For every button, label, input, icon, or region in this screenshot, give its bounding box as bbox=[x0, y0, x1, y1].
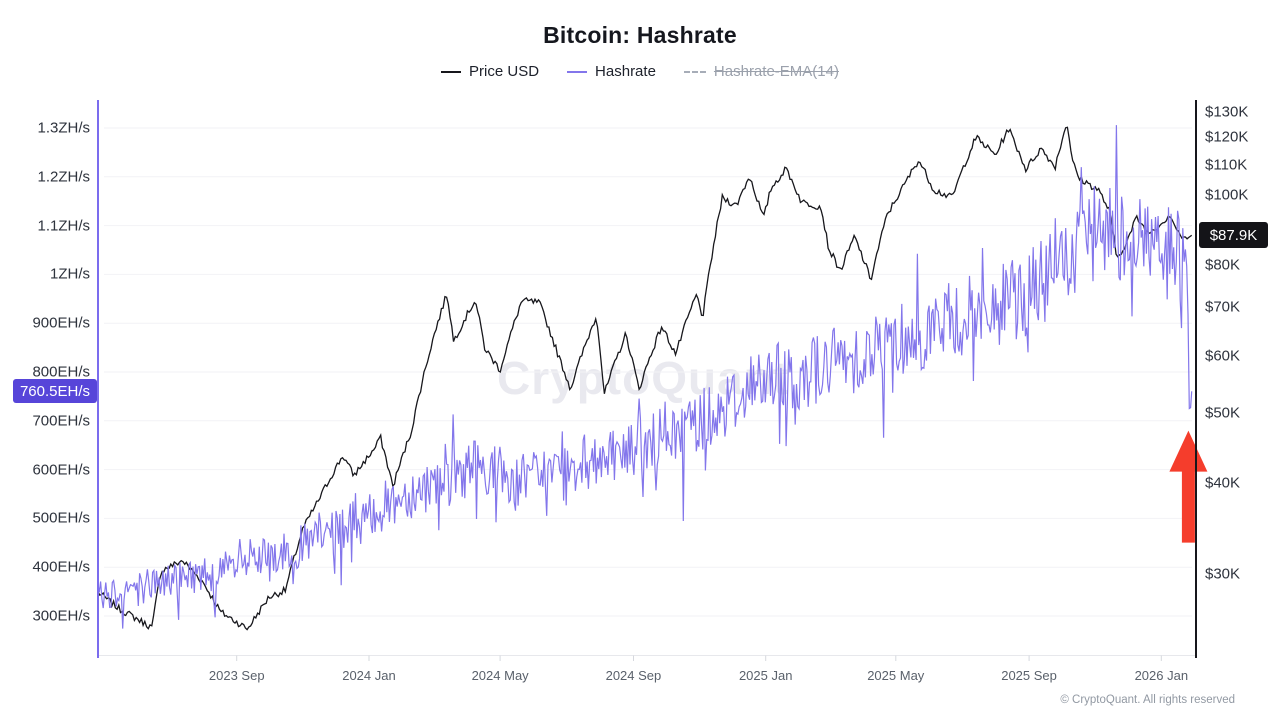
left-axis-tick-label: 1ZH/s bbox=[49, 265, 90, 283]
price-line bbox=[97, 126, 1193, 631]
legend-item-price-usd[interactable]: Price USD bbox=[441, 63, 539, 80]
x-axis-tick-label: 2023 Sep bbox=[208, 668, 265, 683]
right-axis-tick-label: $60K bbox=[1205, 347, 1241, 365]
left-axis-labels: 1.3ZH/s 1.2ZH/s 1.1ZH/s 1ZH/s 900EH/s 800EH/s… bbox=[0, 0, 90, 719]
right-axis-tick-label: $30K bbox=[1205, 565, 1241, 583]
right-axis-tick-label: $50K bbox=[1205, 404, 1241, 422]
right-axis-tick-label: $120K bbox=[1205, 128, 1249, 146]
left-axis-tick-label: 800EH/s bbox=[32, 363, 90, 381]
copyright: © CryptoQuant. All rights reserved bbox=[1060, 694, 1235, 706]
chart-title: Bitcoin: Hashrate bbox=[543, 22, 737, 48]
legend-label-hashrate: Hashrate bbox=[595, 63, 656, 80]
left-axis-tick-label: 500EH/s bbox=[32, 509, 90, 527]
left-axis-tick-label: 300EH/s bbox=[32, 607, 90, 625]
legend-item-hashrate[interactable]: Hashrate bbox=[567, 63, 656, 80]
x-axis-tick-label: 2025 Sep bbox=[1001, 668, 1057, 683]
left-axis-tick-label: 400EH/s bbox=[32, 558, 90, 576]
left-axis-tick-label: 1.3ZH/s bbox=[37, 119, 90, 137]
hashrate-current-badge: 760.5EH/s bbox=[13, 379, 97, 404]
x-axis-tick-label: 2024 May bbox=[471, 668, 529, 683]
left-axis-tick-label: 700EH/s bbox=[32, 412, 90, 430]
x-axis-tick-label: 2024 Sep bbox=[605, 668, 662, 683]
x-axis-tick-label: 2025 May bbox=[867, 668, 925, 683]
right-axis-tick-label: $80K bbox=[1205, 256, 1241, 274]
right-axis-labels: $130K $120K $110K $100K $80K $70K $60K $50K $40K… bbox=[1205, 0, 1280, 719]
left-axis-tick-label: 1.1ZH/s bbox=[37, 217, 90, 235]
right-axis-tick-label: $110K bbox=[1205, 156, 1248, 174]
price-line-swatch bbox=[441, 70, 462, 73]
left-axis-tick-label: 600EH/s bbox=[32, 461, 90, 479]
price-current-badge: $87.9K bbox=[1199, 222, 1268, 249]
legend: Price USD Hashrate Hashrate-EMA(14) bbox=[0, 63, 1280, 80]
hashrate-line bbox=[97, 125, 1193, 629]
x-axis-tick-label: 2026 Jan bbox=[1134, 668, 1189, 683]
x-axis-tick-label: 2024 Jan bbox=[342, 668, 396, 683]
left-axis-tick-label: 900EH/s bbox=[32, 314, 90, 332]
right-axis-tick-label: $130K bbox=[1205, 103, 1249, 121]
ema-dashed-swatch bbox=[683, 70, 706, 73]
right-axis-tick-label: $70K bbox=[1205, 298, 1241, 316]
left-axis-tick-label: 1.2ZH/s bbox=[37, 168, 90, 186]
legend-label-price-usd: Price USD bbox=[469, 63, 540, 80]
legend-label-hashrate-ema: Hashrate-EMA(14) bbox=[713, 63, 839, 80]
arrow-up-annotation bbox=[1169, 430, 1208, 543]
legend-item-hashrate-ema[interactable]: Hashrate-EMA(14) bbox=[683, 63, 839, 80]
hashrate-line-swatch bbox=[567, 70, 588, 73]
right-axis-tick-label: $40K bbox=[1205, 474, 1241, 492]
x-axis-tick-label: 2025 Jan bbox=[738, 668, 793, 683]
right-axis-tick-label: $100K bbox=[1205, 186, 1249, 204]
